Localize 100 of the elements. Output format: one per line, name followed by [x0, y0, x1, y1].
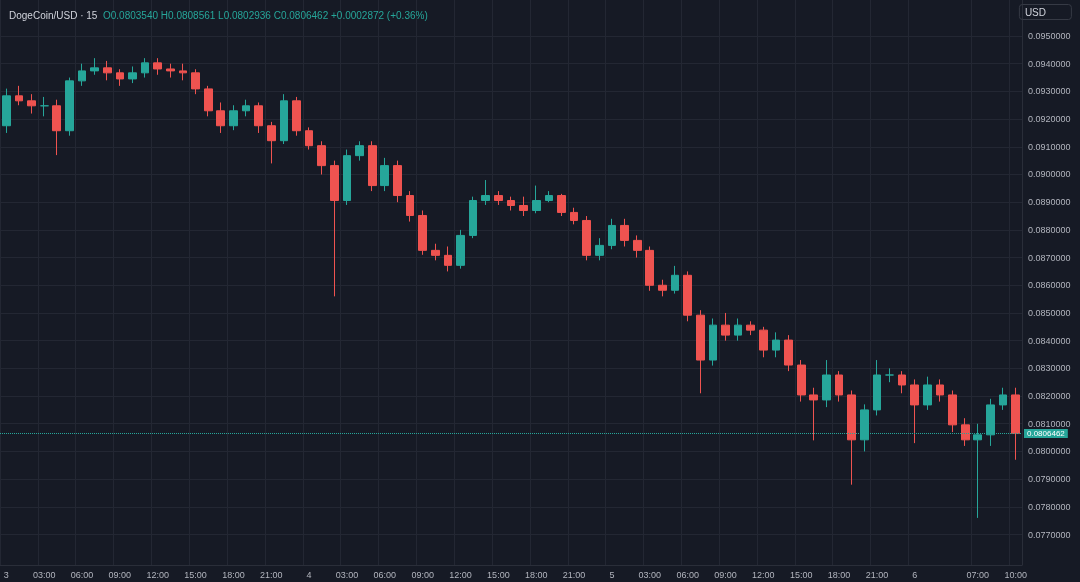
x-tick-label: 15:00	[789, 569, 813, 580]
x-tick-label: 03:00	[32, 569, 56, 580]
candlestick	[444, 246, 452, 272]
candlestick	[784, 334, 793, 372]
x-tick-label: 18:00	[524, 569, 548, 580]
candlestick	[280, 93, 288, 145]
x-tick-label: 6	[912, 569, 918, 580]
candlestick	[469, 196, 477, 239]
y-tick-label: 0.0910000	[1028, 141, 1071, 152]
candlestick	[305, 126, 313, 151]
x-tick-label: 10:00	[1004, 569, 1027, 580]
candlestick	[179, 63, 187, 81]
candlestick	[90, 57, 99, 76]
candlestick	[721, 312, 730, 342]
candlestick	[153, 57, 162, 76]
x-tick-label: 09:00	[411, 569, 434, 580]
y-tick-label: 0.0920000	[1028, 114, 1071, 125]
candlestick	[519, 196, 528, 217]
candlestick	[204, 85, 213, 117]
candlestick	[330, 160, 339, 297]
candlestick	[671, 265, 679, 295]
y-tick-label: 0.0950000	[1028, 31, 1071, 41]
y-tick-label: 0.0790000	[1028, 474, 1071, 485]
candlestick	[999, 387, 1007, 411]
candlestick	[873, 359, 881, 416]
candlestick	[734, 318, 742, 342]
candlestick	[633, 234, 642, 259]
x-tick-label: 12:00	[449, 569, 472, 580]
candlestick	[797, 359, 806, 403]
x-tick-label: 06:00	[373, 569, 397, 580]
text: USD	[1024, 6, 1047, 18]
x-tick-label: 12:00	[146, 569, 169, 580]
candlestick	[608, 218, 616, 250]
candlestick	[936, 378, 944, 403]
x-tick-label: 12:00	[752, 569, 775, 580]
candlestick	[292, 96, 301, 137]
candlestick	[317, 140, 326, 175]
y-tick-label: 0.0800000	[1028, 446, 1071, 457]
candlestick	[835, 370, 843, 403]
x-tick-label: 06:00	[676, 569, 699, 580]
y-tick-label: 0.0930000	[1028, 86, 1071, 97]
candlestick	[216, 101, 225, 134]
candlestick	[595, 237, 604, 261]
x-tick-label: 15:00	[487, 569, 510, 580]
y-tick-label: 0.0890000	[1028, 197, 1071, 208]
candlestick	[746, 320, 755, 336]
annotation: O0.0803540 H0.0808561 L0.0802936 C0.0806462 +0.0002872 (+0.36%)	[103, 9, 428, 21]
candlestick	[582, 215, 591, 261]
candlestick	[923, 376, 932, 411]
candlestick	[27, 93, 36, 115]
candlestick	[15, 85, 23, 106]
x-tick-label: 09:00	[108, 569, 132, 580]
y-tick-label: 0.0770000	[1028, 529, 1071, 540]
candlestick	[507, 196, 515, 211]
x-tick-label: 15:00	[184, 569, 207, 580]
candlestick	[52, 99, 61, 156]
x-tick-label: 21:00	[260, 569, 283, 580]
x-tick-label: 18:00	[827, 569, 851, 580]
candlestick	[1011, 387, 1020, 461]
candlestick	[141, 57, 149, 79]
candlestick	[78, 63, 86, 87]
candlestick	[772, 331, 780, 358]
candlestick	[456, 229, 465, 270]
y-tick-label: 0.0880000	[1028, 224, 1071, 235]
candlestick	[406, 190, 414, 223]
y-tick-label: 0.0860000	[1028, 280, 1071, 291]
candlestick	[116, 68, 124, 87]
candlestick	[822, 359, 831, 408]
candlestick	[418, 209, 427, 256]
candlestick	[494, 190, 503, 206]
y-tick-label: 0.0840000	[1028, 335, 1071, 346]
candlestick	[961, 417, 970, 447]
candlestick	[696, 309, 705, 394]
candlestick	[557, 193, 566, 217]
candlestick	[658, 279, 667, 297]
candlestick	[645, 246, 654, 292]
candlestick	[759, 326, 768, 358]
candlestick	[948, 390, 957, 433]
y-tick-label: 0.0820000	[1028, 391, 1071, 402]
candlestick	[254, 101, 263, 134]
x-tick-label: 3	[3, 569, 9, 580]
y-tick-label: 0.0830000	[1028, 363, 1071, 374]
x-tick-label: 21:00	[865, 569, 889, 580]
candlestick	[65, 77, 74, 137]
candlestick	[166, 63, 175, 79]
candlestick	[898, 370, 906, 394]
y-tick-label: 0.0850000	[1028, 307, 1071, 318]
candlestick	[229, 104, 238, 131]
x-tick-label: 5	[609, 569, 615, 580]
y-tick-label: 0.0940000	[1028, 58, 1071, 69]
candlestick	[885, 367, 894, 383]
candlestick	[545, 190, 553, 203]
y-tick-label: 0.0870000	[1028, 252, 1071, 263]
ref-line-label: 0.0806462	[1027, 429, 1066, 439]
candlestick	[910, 378, 919, 444]
candlestick	[847, 390, 856, 486]
candlestick	[620, 218, 629, 247]
candlestick	[103, 60, 112, 81]
candlestick	[2, 88, 11, 134]
candlestick	[683, 270, 692, 322]
